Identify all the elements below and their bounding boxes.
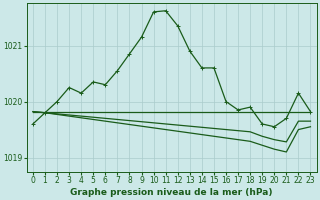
X-axis label: Graphe pression niveau de la mer (hPa): Graphe pression niveau de la mer (hPa) bbox=[70, 188, 273, 197]
